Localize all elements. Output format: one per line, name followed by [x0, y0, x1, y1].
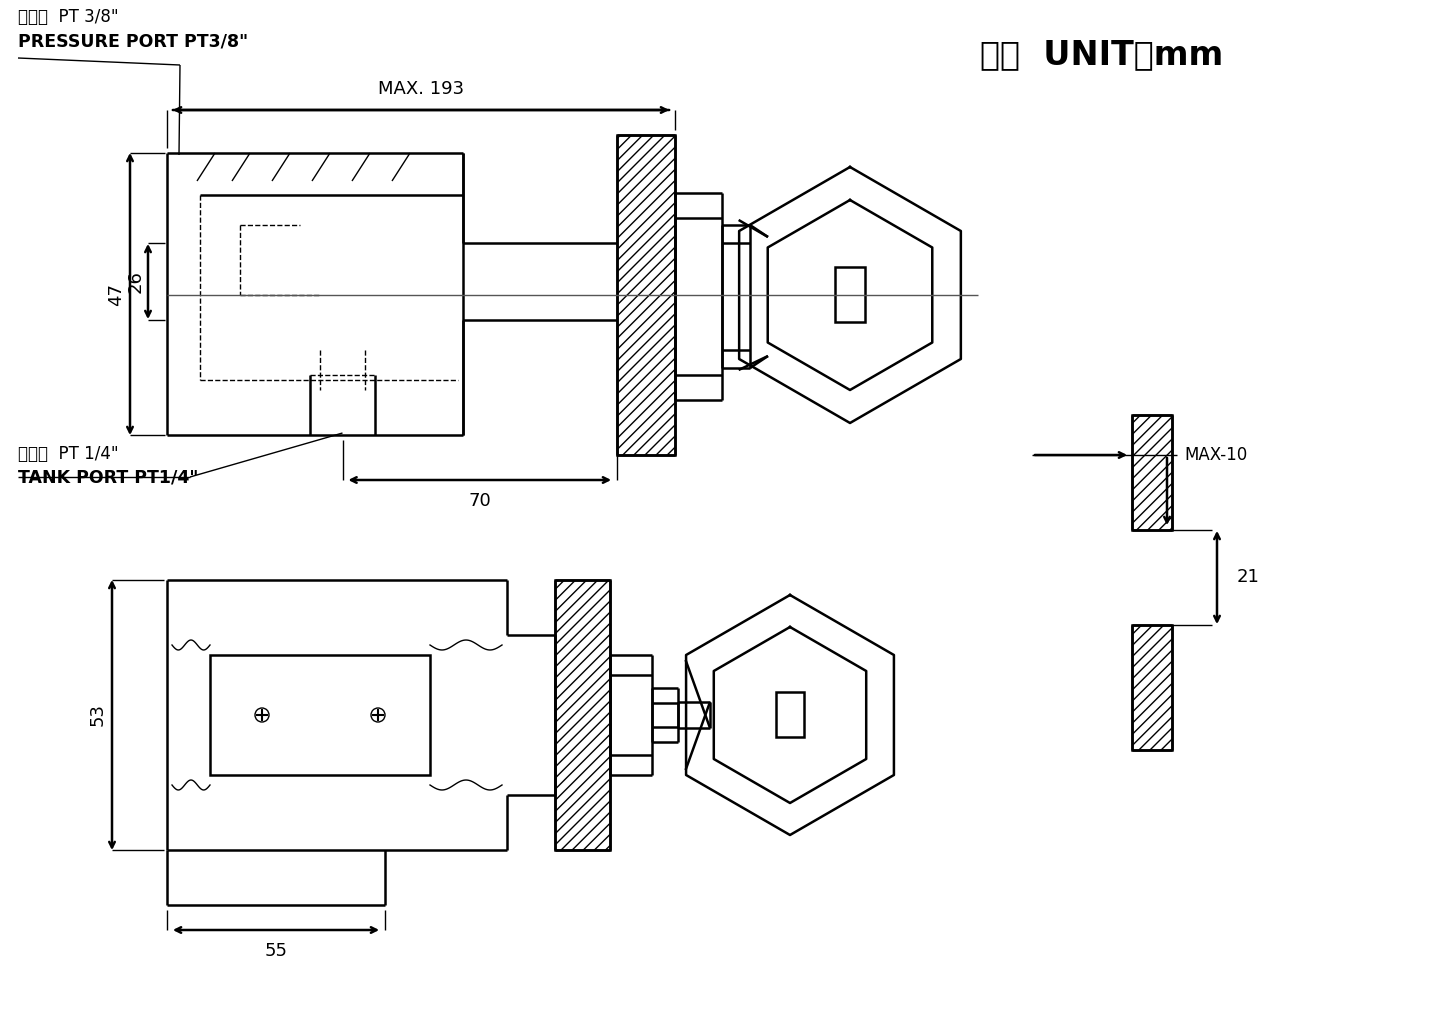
Text: 単位  UNIT：mm: 単位 UNIT：mm: [980, 38, 1223, 72]
Bar: [1133, 625, 1172, 750]
Text: 回油孔  PT 1/4": 回油孔 PT 1/4": [17, 445, 118, 463]
Text: 壓力孔  PT 3/8": 壓力孔 PT 3/8": [17, 8, 118, 26]
Text: 70: 70: [468, 492, 491, 510]
Bar: [617, 135, 674, 455]
Text: 55: 55: [265, 942, 288, 960]
Bar: [834, 267, 865, 322]
Text: MAX. 193: MAX. 193: [378, 80, 464, 98]
Text: 47: 47: [107, 282, 125, 305]
Bar: [210, 655, 429, 775]
Text: TANK PORT PT1/4": TANK PORT PT1/4": [17, 468, 199, 486]
Bar: [1133, 415, 1172, 530]
Bar: [777, 692, 804, 737]
Bar: [555, 580, 610, 850]
Text: MAX-10: MAX-10: [1185, 446, 1248, 464]
Text: 26: 26: [127, 270, 146, 293]
Text: 21: 21: [1236, 569, 1259, 586]
Text: 53: 53: [89, 703, 107, 726]
Text: PRESSURE PORT PT3/8": PRESSURE PORT PT3/8": [17, 33, 248, 51]
